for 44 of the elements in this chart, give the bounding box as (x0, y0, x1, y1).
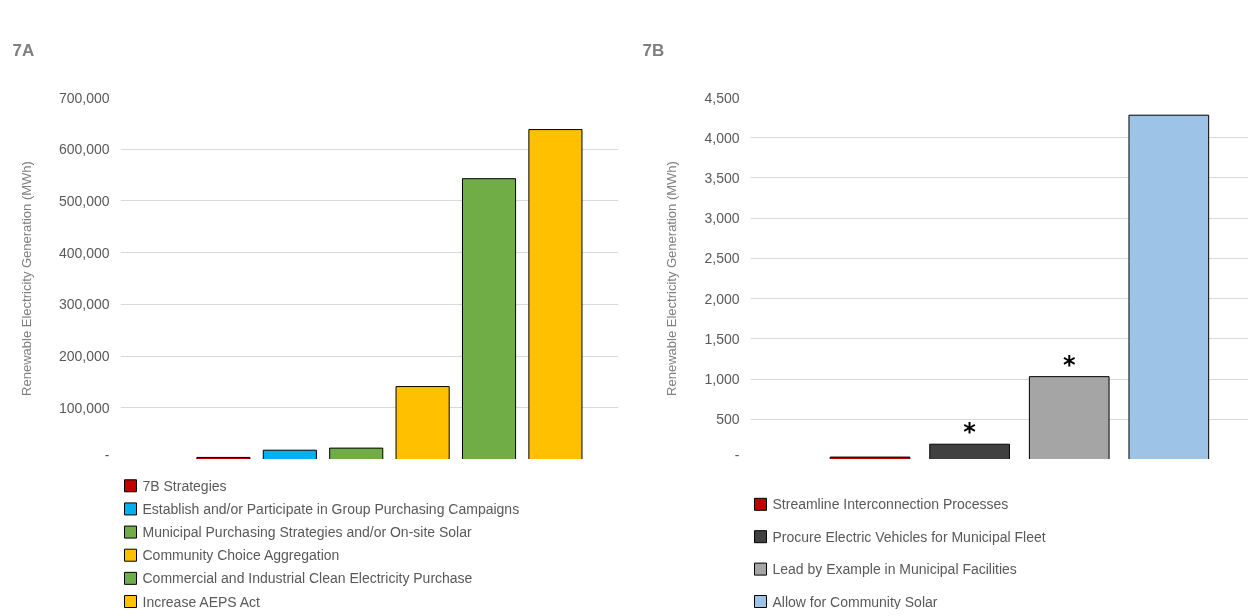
y-tick-label: 400,000 (58, 244, 110, 261)
y-tick-label: 200,000 (58, 348, 110, 365)
y-tick-label: 300,000 (58, 296, 110, 313)
legend-label: Allow for Community Solar (772, 593, 938, 610)
bar (262, 449, 317, 459)
legend-label: Streamline Interconnection Processes (772, 496, 1009, 513)
y-tick-label: - (104, 446, 110, 463)
bar (1128, 114, 1210, 459)
y-tick-label: 100,000 (58, 399, 110, 416)
bar (196, 456, 251, 459)
y-tick-label: 4,500 (704, 89, 740, 106)
bar (829, 456, 911, 459)
legend-label: Commercial and Industrial Clean Electricity Purchase (142, 570, 473, 587)
y-tick-label: 600,000 (58, 141, 110, 158)
y-tick-label: 2,000 (704, 290, 740, 307)
legend-label: Establish and/or Participate in Group Purchasing Campaigns (142, 500, 520, 517)
y-tick-label: 500,000 (58, 192, 110, 209)
bar (1028, 376, 1110, 459)
legend-label: Community Choice Aggregation (142, 547, 340, 564)
y-tick-label: 700,000 (58, 89, 110, 106)
legend-label: Procure Electric Vehicles for Municipal Fleet (772, 528, 1046, 545)
chart-title: 7B (642, 40, 665, 60)
y-axis-title: Renewable Electricity Generation (MWh) (664, 161, 680, 396)
y-tick-label: 2,500 (704, 250, 740, 267)
y-tick-label: - (734, 446, 740, 463)
y-tick-label: 3,000 (704, 210, 740, 227)
y-tick-label: 500 (716, 411, 740, 428)
legend-label: 7B Strategies (142, 477, 227, 494)
bar (329, 447, 384, 459)
y-axis-title: Renewable Electricity Generation (MWh) (18, 161, 34, 396)
legend-label: Increase AEPS Act (142, 593, 261, 610)
y-tick-label: 1,500 (704, 330, 740, 347)
y-tick-label: 4,000 (704, 129, 740, 146)
y-tick-label: 1,000 (704, 371, 740, 388)
legend-label: Lead by Example in Municipal Facilities (772, 561, 1017, 578)
data-label: * (1062, 350, 1076, 379)
bar (395, 386, 450, 459)
bar (528, 129, 583, 459)
bar (929, 443, 1010, 459)
bar (461, 178, 517, 459)
legend-label: Municipal Purchasing Strategies and/or On-site Solar (142, 524, 472, 541)
y-tick-label: 3,500 (704, 169, 740, 186)
data-label: * (963, 418, 977, 447)
chart-title: 7A (12, 40, 35, 60)
